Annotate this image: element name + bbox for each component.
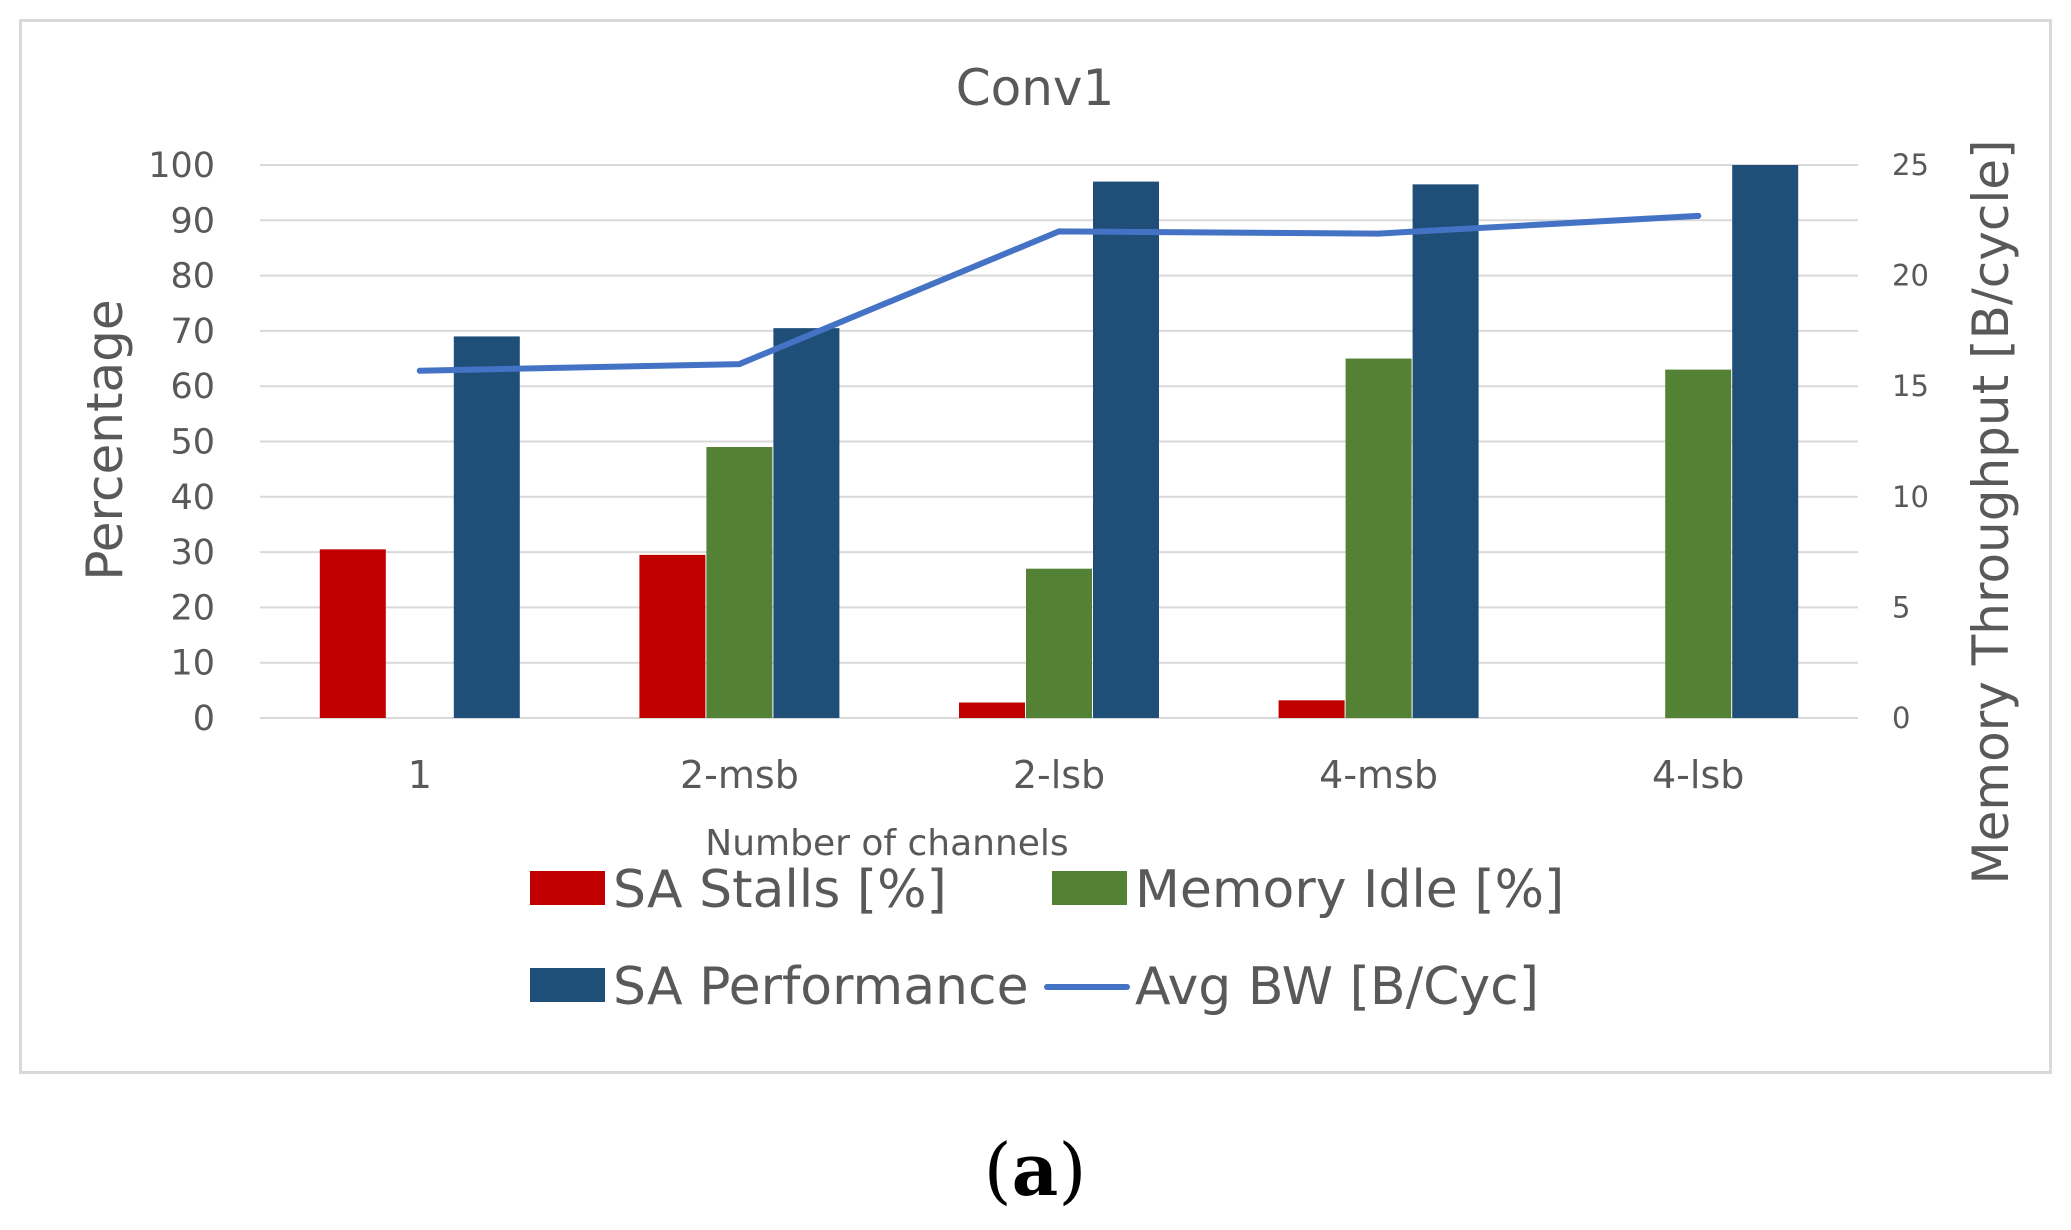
bar-sa-performance-4 [1732, 165, 1799, 718]
figure-caption: (a) [984, 1127, 1087, 1212]
bar-memory-idle-1 [706, 447, 773, 718]
legend-swatch [1052, 871, 1127, 905]
y-tick-label: 10 [170, 644, 215, 684]
bar-sa-stalls-1 [639, 554, 706, 718]
caption-close-paren: ) [1058, 1128, 1086, 1212]
legend: SA Stalls [%] Memory Idle [%] SA Performan… [530, 860, 1564, 1017]
y2-axis-label: Memory Throughput [B/cycle] [1962, 140, 2020, 885]
bar-sa-performance-0 [453, 336, 520, 718]
legend-swatch [530, 871, 605, 905]
bar-sa-stalls-2 [959, 702, 1025, 718]
y2-tick-label: 25 [1892, 148, 1929, 182]
y-tick-label: 0 [193, 699, 215, 739]
line-avg-bw [416, 212, 1702, 374]
legend-label: SA Stalls [%] [613, 860, 947, 920]
bar-memory-idle-3 [1345, 358, 1412, 718]
caption-letter: a [1012, 1127, 1059, 1212]
line-point [736, 361, 743, 368]
y-tick-label: 70 [170, 312, 215, 352]
y-tick-label: 30 [170, 533, 215, 573]
left-axis-ticks: 0 10 20 30 40 50 60 70 80 90 100 [148, 146, 215, 739]
bar-memory-idle-4 [1665, 369, 1732, 718]
y-tick-label: 90 [170, 201, 215, 241]
line-point [416, 367, 423, 374]
bar-sa-stalls-3 [1278, 700, 1345, 718]
line-point [1375, 230, 1382, 237]
legend-label: Avg BW [B/Cyc] [1135, 957, 1539, 1017]
y-tick-label: 50 [170, 423, 215, 463]
y-tick-label: 100 [148, 146, 215, 186]
y-tick-label: 80 [170, 257, 215, 297]
x-tick-label: 2-lsb [1013, 753, 1105, 797]
x-tick-label: 2-msb [680, 753, 799, 797]
category-labels: 1 2-msb 2-lsb 4-msb 4-lsb [408, 753, 1745, 797]
gridlines [260, 164, 1858, 719]
x-tick-label: 4-lsb [1652, 753, 1744, 797]
bar-sa-performance-1 [773, 328, 840, 718]
legend-label: SA Performance [613, 957, 1029, 1017]
y-tick-label: 40 [170, 478, 215, 518]
x-axis-label: Number of channels [705, 823, 1068, 864]
y2-tick-label: 5 [1892, 590, 1910, 624]
bar-memory-idle-2 [1026, 568, 1092, 718]
legend-item: Avg BW [B/Cyc] [1044, 957, 1539, 1017]
bar-sa-performance-3 [1412, 184, 1479, 719]
legend-label: Memory Idle [%] [1135, 860, 1564, 920]
x-tick-label: 4-msb [1319, 753, 1438, 797]
y2-tick-label: 10 [1892, 480, 1929, 514]
legend-item: SA Performance [530, 957, 1029, 1017]
caption-open-paren: ( [984, 1128, 1012, 1212]
bar-sa-stalls-0 [319, 549, 386, 718]
chart-title: Conv1 [956, 59, 1115, 117]
right-axis-ticks: 0 5 10 15 20 25 [1892, 148, 1929, 735]
line-point [1056, 228, 1062, 235]
bar-sa-performance-2 [1093, 181, 1159, 719]
legend-swatch [530, 968, 605, 1002]
y2-tick-label: 0 [1892, 701, 1910, 735]
legend-item: Memory Idle [%] [1052, 860, 1564, 920]
y2-tick-label: 20 [1892, 259, 1929, 293]
bars [319, 165, 1799, 719]
y-axis-label: Percentage [76, 299, 134, 580]
y-tick-label: 20 [170, 588, 215, 628]
line-series [416, 212, 1702, 374]
x-tick-label: 1 [408, 753, 432, 797]
y-tick-label: 60 [170, 367, 215, 407]
legend-item: SA Stalls [%] [530, 860, 947, 920]
line-point [1695, 212, 1702, 219]
y2-tick-label: 15 [1892, 369, 1929, 403]
